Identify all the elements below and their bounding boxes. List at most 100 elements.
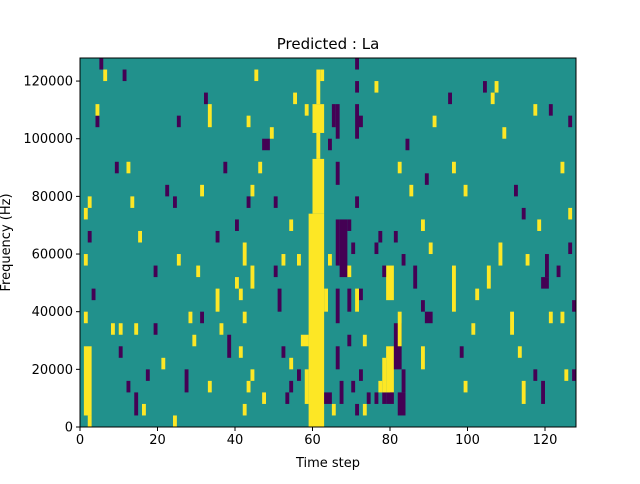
heatmap-cell-low (153, 265, 158, 278)
heatmap-cell-high (242, 311, 247, 324)
heatmap-cell-high (432, 115, 437, 128)
heatmap-cell-low (273, 196, 278, 208)
heatmap-cell-high (258, 161, 263, 174)
heatmap-cell-low (215, 230, 220, 243)
heatmap-cell-low (200, 311, 204, 324)
heatmap-cell-low (374, 392, 379, 404)
plot-frame (79, 57, 577, 428)
heatmap-cell-low (545, 254, 549, 278)
heatmap-cell-low (328, 138, 332, 151)
heatmap-cell-low (331, 104, 336, 128)
heatmap-cell-high (103, 69, 108, 82)
heatmap-cell-high (238, 346, 243, 358)
heatmap-cell-low (378, 230, 383, 243)
heatmap-cell-low (335, 104, 340, 139)
heatmap-cell-low (277, 288, 282, 312)
heatmap-cell-low (281, 346, 286, 358)
heatmap-cell-high (83, 311, 88, 324)
heatmap-cell-low (235, 219, 239, 231)
heatmap-cell-high (537, 219, 542, 231)
heatmap-cell-high (304, 369, 309, 404)
heatmap-cell-high (421, 219, 425, 231)
heatmap-cell-low (173, 196, 177, 208)
heatmap-cell-high (328, 254, 332, 266)
x-tick-label: 60 (304, 433, 321, 448)
heatmap-cell-high (161, 357, 166, 370)
heatmap-cell-high (397, 161, 402, 174)
y-tick-label: 80000 (32, 190, 73, 205)
heatmap-cell-low (351, 242, 356, 255)
heatmap-cell-low (382, 392, 387, 404)
heatmap-cell-high (517, 346, 522, 358)
heatmap-cell-low (359, 369, 363, 381)
heatmap-cell-high (138, 230, 142, 243)
heatmap-cell-high (308, 213, 325, 427)
chart-title: Predicted : La (277, 35, 380, 53)
heatmap-cell-high (320, 69, 325, 82)
heatmap-cell-high (494, 81, 499, 93)
heatmap-cell-low (359, 288, 363, 301)
heatmap-cell-high (347, 265, 352, 278)
heatmap-cell-low (382, 265, 387, 278)
heatmap-cell-high (409, 184, 414, 197)
heatmap-cell-low (413, 265, 418, 289)
heatmap-cell-high (242, 403, 247, 416)
heatmap-cell-high (250, 265, 255, 289)
heatmap-cell-low (223, 161, 228, 174)
heatmap-cell-low (390, 392, 394, 404)
heatmap-cell-high (521, 380, 526, 404)
heatmap-cell-low (514, 184, 518, 197)
heatmap-cell-low (366, 392, 371, 404)
heatmap-cell-high (293, 92, 297, 105)
heatmap-cell-high (510, 311, 514, 335)
heatmap-cell-low (424, 311, 433, 324)
heatmap-cell-low (87, 230, 92, 243)
x-tick-label: 120 (533, 433, 558, 448)
heatmap-cell-low (262, 138, 270, 151)
heatmap-cell-high (219, 323, 224, 335)
y-axis-label: Frequency (Hz) (0, 193, 14, 291)
heatmap-cell-high (498, 242, 503, 266)
heatmap-cell-low (521, 207, 526, 220)
heatmap-cell-high (452, 161, 456, 174)
heatmap-cell-high (207, 380, 212, 393)
heatmap-cell-high (386, 346, 394, 393)
heatmap-cell-high (246, 115, 251, 128)
heatmap-cell-low (114, 161, 119, 174)
x-tick-label: 20 (149, 433, 166, 448)
heatmap-cell-low (355, 58, 359, 70)
heatmap-cell-high (289, 357, 294, 370)
heatmap-cell-high (564, 369, 569, 381)
heatmap-cell-high (312, 104, 325, 133)
heatmap-cell-high (118, 323, 123, 335)
heatmap-cell-high (471, 323, 476, 335)
heatmap-cell-high (95, 104, 100, 116)
heatmap-cell-high (130, 196, 135, 208)
y-tick-label: 40000 (32, 305, 73, 320)
heatmap-cell-high (111, 323, 115, 335)
heatmap-cell-low (405, 138, 410, 151)
heatmap-cell-high (316, 132, 321, 159)
heatmap-cell-low (359, 115, 363, 128)
heatmap-cell-low (122, 69, 127, 82)
heatmap-cell-high (475, 288, 480, 301)
x-axis-label: Time step (295, 456, 360, 471)
y-axis-ticks: 0 20000 40000 60000 80000 100000 120000 (23, 75, 80, 436)
heatmap-cell-high (355, 288, 359, 312)
heatmap-cell-high (142, 403, 146, 416)
heatmap-cell-low (393, 230, 398, 243)
plot-area (79, 57, 577, 428)
heatmap-cell-high (215, 288, 220, 312)
heatmap-cell-low (145, 369, 150, 381)
heatmap-cell-low (289, 380, 294, 393)
heatmap-cell-high (312, 158, 325, 214)
x-tick-label: 80 (382, 433, 399, 448)
heatmap-cell-high (525, 254, 530, 266)
heatmap-cell-high (83, 207, 88, 220)
heatmap-cell-high (486, 265, 491, 289)
heatmap-cell-low (572, 369, 576, 381)
heatmap-cell-high (192, 334, 197, 347)
heatmap-cell-high (490, 92, 495, 105)
heatmap-cell-high (297, 254, 301, 266)
heatmap-cell-high (269, 127, 274, 139)
